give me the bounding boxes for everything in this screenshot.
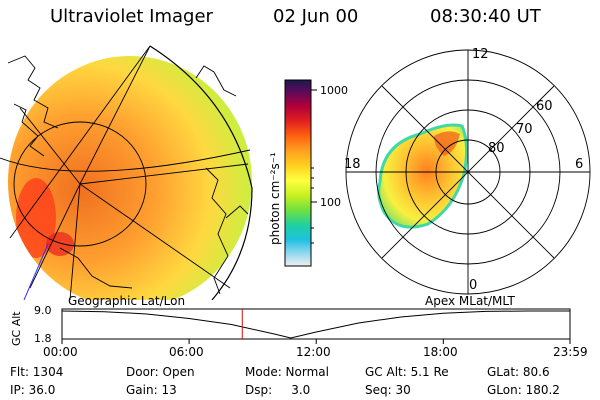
- auroral-oval-peak: [434, 131, 460, 156]
- mlt-label-0: 0: [469, 278, 477, 293]
- seq-status: Seq: 30: [365, 383, 411, 397]
- lat-label-60: 60: [536, 99, 553, 114]
- lat-label-80: 80: [488, 141, 505, 156]
- gain-status: Gain: 13: [126, 383, 177, 397]
- polar-grid: [345, 49, 591, 295]
- bright-emission-region: [16, 178, 56, 258]
- orbit-track-line: [23, 243, 49, 300]
- gc-alt-chart: GC Alt 9.0 1.8: [10, 304, 571, 346]
- coastlines: [7, 55, 249, 295]
- gc-alt-axis-label: GC Alt: [10, 311, 23, 346]
- mlt-label-18: 18: [344, 157, 361, 172]
- instrument-title: Ultraviolet Imager: [50, 6, 213, 27]
- lat-label-70: 70: [516, 122, 533, 137]
- x-tick-label: 00:00: [43, 345, 78, 359]
- geographic-label: Geographic Lat/Lon: [68, 294, 186, 308]
- x-tick-label: 23:59: [553, 345, 588, 359]
- colorbar-tick-marks: [311, 89, 317, 244]
- ip-status: IP: 36.0: [10, 383, 56, 397]
- mode-status: Mode: Normal: [245, 365, 329, 379]
- x-tick-label: 18:00: [423, 345, 458, 359]
- y-tick-label: 1.8: [34, 332, 52, 345]
- flight-number: Flt: 1304: [10, 365, 64, 379]
- lat-lon-grid: [0, 45, 251, 300]
- colorbar-tick-label: 1000: [320, 84, 348, 97]
- x-tick-label: 06:00: [169, 345, 204, 359]
- colorbar: 1000 100: [284, 79, 348, 267]
- date-label: 02 Jun 00: [273, 6, 359, 27]
- door-status: Door: Open: [126, 365, 195, 379]
- colorbar-tick-label: 100: [320, 196, 341, 209]
- polar-plot: 12 18 6 0 60 70 80: [344, 47, 591, 295]
- bright-emission-spot: [46, 232, 74, 256]
- colorbar-label: photon cm⁻²s⁻¹: [268, 152, 282, 245]
- glat-status: GLat: 80.6: [487, 365, 550, 379]
- dsp-status: Dsp: 3.0: [245, 383, 311, 397]
- time-label: 08:30:40 UT: [430, 6, 541, 27]
- mlt-label-12: 12: [472, 47, 489, 62]
- x-tick-label: 12:00: [296, 345, 331, 359]
- gc-alt-status: GC Alt: 5.1 Re: [365, 365, 449, 379]
- apex-label: Apex MLat/MLT: [425, 294, 515, 308]
- colorbar-gradient: [284, 79, 312, 267]
- glon-status: GLon: 180.2: [487, 383, 560, 397]
- globe-image: [0, 45, 253, 300]
- terminator-line: [149, 45, 253, 300]
- y-tick-label: 9.0: [34, 304, 52, 317]
- x-tick-marks: [61, 339, 571, 344]
- gc-alt-series-line: [61, 310, 570, 339]
- mlt-label-6: 6: [575, 157, 583, 172]
